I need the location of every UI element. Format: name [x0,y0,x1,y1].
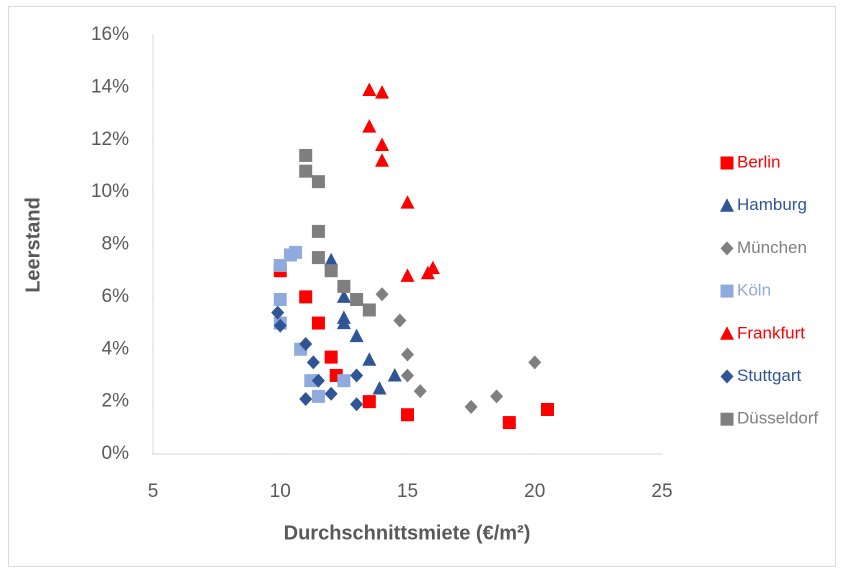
legend-marker [720,156,734,170]
point [362,82,377,96]
point [375,153,390,167]
point [375,85,390,99]
point [311,224,325,238]
point [375,137,390,151]
x-tick-label: 20 [524,481,545,502]
point [387,367,402,382]
point [400,195,415,209]
point [311,316,325,330]
point [350,397,364,412]
point [337,279,351,293]
point [362,119,377,133]
x-tick-label: 10 [270,481,291,502]
point [273,292,287,306]
point [362,395,376,409]
legend-label: München [737,238,807,257]
point [372,381,387,395]
point [400,268,415,282]
y-tick-label: 12% [91,129,129,150]
point [299,290,313,304]
point [350,368,364,383]
point [336,315,351,330]
point [273,258,287,272]
x-tick-label: 25 [651,481,672,502]
point [311,175,325,189]
point [311,251,325,265]
y-tick-label: 10% [91,181,129,202]
legend-marker [720,326,734,340]
y-tick-label: 0% [102,443,130,464]
point [464,399,478,414]
point [311,373,325,388]
point [375,287,389,302]
point [336,289,351,303]
legend-label: Berlin [737,152,780,171]
x-axis-title: Durchschnittsmiete (€/m²) [284,522,531,544]
point [425,260,440,275]
y-tick-label: 2% [102,391,130,412]
legend-marker [720,241,734,256]
point [311,389,325,403]
point [401,368,414,383]
y-axis-title: Leerstand [22,197,44,293]
point [502,416,516,430]
point [324,350,338,364]
point [337,374,351,388]
legend-marker [720,284,734,298]
point [324,386,338,401]
legend-marker [720,198,734,212]
x-tick-label: 5 [148,481,159,502]
point [349,328,364,343]
legend-label: Hamburg [737,195,807,214]
legend-label: Stuttgart [737,366,802,385]
point [350,292,364,306]
point [401,347,414,362]
y-tick-label: 6% [102,286,130,307]
y-tick-label: 16% [91,24,129,45]
x-tick-label: 15 [397,481,418,502]
point [540,402,554,416]
point [299,392,313,407]
chart-border [8,6,836,567]
point [289,245,303,259]
point [362,303,376,317]
point [362,352,377,366]
point [304,374,318,388]
point [299,337,313,352]
point [273,318,287,333]
point [306,355,320,370]
legend-marker [720,369,734,384]
point [324,252,339,267]
legend-label: Düsseldorf [737,409,819,428]
point [401,408,414,422]
point [413,384,427,399]
y-tick-label: 4% [102,338,130,359]
legend-label: Köln [737,281,771,300]
y-tick-label: 8% [102,234,130,255]
point [299,148,313,162]
y-tick-label: 14% [91,76,129,97]
point [393,313,407,328]
point [299,164,313,178]
point [324,264,338,278]
legend-marker [720,412,734,426]
legend-label: Frankfurt [737,323,805,342]
point [271,305,285,320]
point [528,355,542,370]
point [490,389,504,404]
